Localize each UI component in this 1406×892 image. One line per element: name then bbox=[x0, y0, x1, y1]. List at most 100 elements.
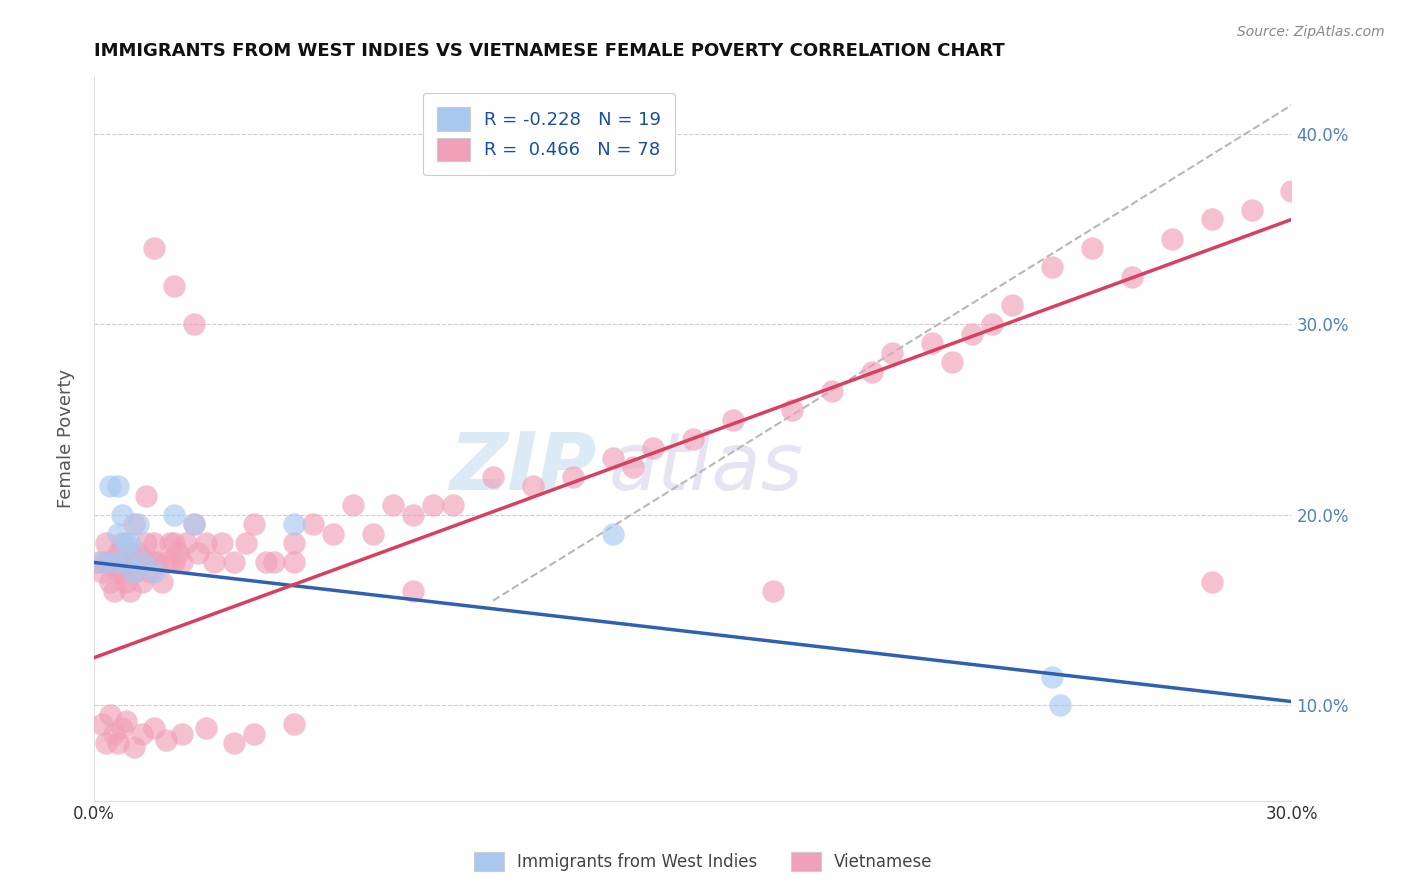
Point bbox=[1160, 231, 1182, 245]
Point bbox=[821, 384, 844, 398]
Point bbox=[174, 536, 197, 550]
Point bbox=[382, 498, 405, 512]
Point bbox=[163, 556, 186, 570]
Point bbox=[1040, 260, 1063, 274]
Point bbox=[1201, 212, 1223, 227]
Point bbox=[142, 721, 165, 735]
Point bbox=[115, 574, 138, 589]
Y-axis label: Female Poverty: Female Poverty bbox=[58, 369, 75, 508]
Point bbox=[131, 574, 153, 589]
Point bbox=[621, 460, 644, 475]
Point bbox=[1049, 698, 1071, 713]
Point bbox=[1201, 574, 1223, 589]
Point bbox=[242, 517, 264, 532]
Point bbox=[135, 536, 157, 550]
Text: atlas: atlas bbox=[609, 428, 804, 507]
Point bbox=[222, 736, 245, 750]
Point bbox=[170, 556, 193, 570]
Point bbox=[111, 508, 134, 522]
Point bbox=[283, 536, 305, 550]
Point bbox=[107, 527, 129, 541]
Point bbox=[118, 546, 141, 560]
Point bbox=[782, 403, 804, 417]
Point bbox=[522, 479, 544, 493]
Point bbox=[363, 527, 385, 541]
Point bbox=[118, 584, 141, 599]
Point bbox=[721, 412, 744, 426]
Point bbox=[150, 574, 173, 589]
Point bbox=[94, 736, 117, 750]
Point bbox=[402, 584, 425, 599]
Point bbox=[94, 536, 117, 550]
Point bbox=[142, 565, 165, 579]
Point bbox=[155, 732, 177, 747]
Point bbox=[111, 536, 134, 550]
Point bbox=[187, 546, 209, 560]
Point bbox=[98, 707, 121, 722]
Point bbox=[166, 546, 188, 560]
Point bbox=[90, 717, 112, 731]
Point bbox=[127, 546, 149, 560]
Point bbox=[283, 517, 305, 532]
Point bbox=[682, 432, 704, 446]
Text: IMMIGRANTS FROM WEST INDIES VS VIETNAMESE FEMALE POVERTY CORRELATION CHART: IMMIGRANTS FROM WEST INDIES VS VIETNAMES… bbox=[94, 42, 1005, 60]
Point bbox=[98, 479, 121, 493]
Point bbox=[641, 441, 664, 455]
Point bbox=[941, 355, 963, 369]
Point bbox=[602, 527, 624, 541]
Point bbox=[194, 721, 217, 735]
Point bbox=[90, 556, 112, 570]
Point bbox=[1281, 184, 1303, 198]
Point bbox=[1040, 670, 1063, 684]
Point bbox=[115, 556, 138, 570]
Point bbox=[211, 536, 233, 550]
Point bbox=[1240, 202, 1263, 217]
Point bbox=[283, 717, 305, 731]
Point bbox=[122, 565, 145, 579]
Point bbox=[163, 536, 186, 550]
Point bbox=[122, 556, 145, 570]
Point bbox=[960, 326, 983, 341]
Point bbox=[322, 527, 344, 541]
Point bbox=[142, 536, 165, 550]
Point bbox=[98, 574, 121, 589]
Point bbox=[118, 536, 141, 550]
Point bbox=[602, 450, 624, 465]
Point bbox=[283, 556, 305, 570]
Point bbox=[155, 556, 177, 570]
Point bbox=[94, 556, 117, 570]
Point bbox=[342, 498, 364, 512]
Text: Source: ZipAtlas.com: Source: ZipAtlas.com bbox=[1237, 25, 1385, 39]
Point bbox=[242, 727, 264, 741]
Point bbox=[159, 536, 181, 550]
Point bbox=[98, 556, 121, 570]
Point bbox=[131, 727, 153, 741]
Point bbox=[131, 556, 153, 570]
Point bbox=[115, 536, 138, 550]
Point bbox=[127, 517, 149, 532]
Point bbox=[222, 556, 245, 570]
Point bbox=[921, 336, 943, 351]
Point bbox=[115, 714, 138, 728]
Point bbox=[103, 727, 125, 741]
Point bbox=[107, 736, 129, 750]
Point bbox=[135, 556, 157, 570]
Point bbox=[107, 546, 129, 560]
Point bbox=[194, 536, 217, 550]
Point bbox=[183, 318, 205, 332]
Point bbox=[107, 565, 129, 579]
Point bbox=[860, 365, 883, 379]
Point bbox=[1081, 241, 1104, 255]
Point bbox=[263, 556, 285, 570]
Point bbox=[142, 241, 165, 255]
Point bbox=[561, 469, 583, 483]
Point bbox=[235, 536, 257, 550]
Point bbox=[170, 727, 193, 741]
Point bbox=[122, 517, 145, 532]
Point bbox=[183, 517, 205, 532]
Point bbox=[981, 318, 1004, 332]
Point bbox=[302, 517, 325, 532]
Point bbox=[163, 508, 186, 522]
Legend: R = -0.228   N = 19, R =  0.466   N = 78: R = -0.228 N = 19, R = 0.466 N = 78 bbox=[423, 93, 675, 176]
Point bbox=[107, 479, 129, 493]
